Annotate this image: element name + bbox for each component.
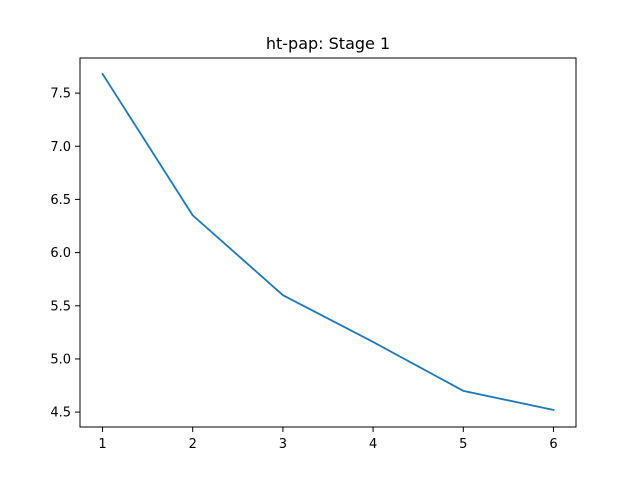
- x-tick-label: 2: [189, 437, 197, 452]
- y-tick-label: 5.5: [50, 299, 71, 314]
- x-tick-label: 4: [369, 437, 377, 452]
- y-tick-label: 4.5: [50, 406, 71, 421]
- chart-title: ht-pap: Stage 1: [266, 34, 390, 53]
- x-tick-label: 1: [98, 437, 106, 452]
- series-line: [101, 72, 555, 412]
- y-tick-label: 7.5: [50, 87, 71, 102]
- plot-area: 1 2 3 4 5 6 4.5 5.0 5.5 6.0 6.5 7.0 7.5: [50, 57, 577, 452]
- axes-frame: [79, 57, 577, 428]
- x-tick-label: 3: [279, 437, 287, 452]
- y-tick-label: 6.0: [50, 246, 71, 261]
- y-tick-label: 6.5: [50, 193, 71, 208]
- x-tick-label: 5: [459, 437, 467, 452]
- y-tick-label: 7.0: [50, 140, 71, 155]
- y-tick-label: 5.0: [50, 352, 71, 367]
- x-tick-label: 6: [549, 437, 557, 452]
